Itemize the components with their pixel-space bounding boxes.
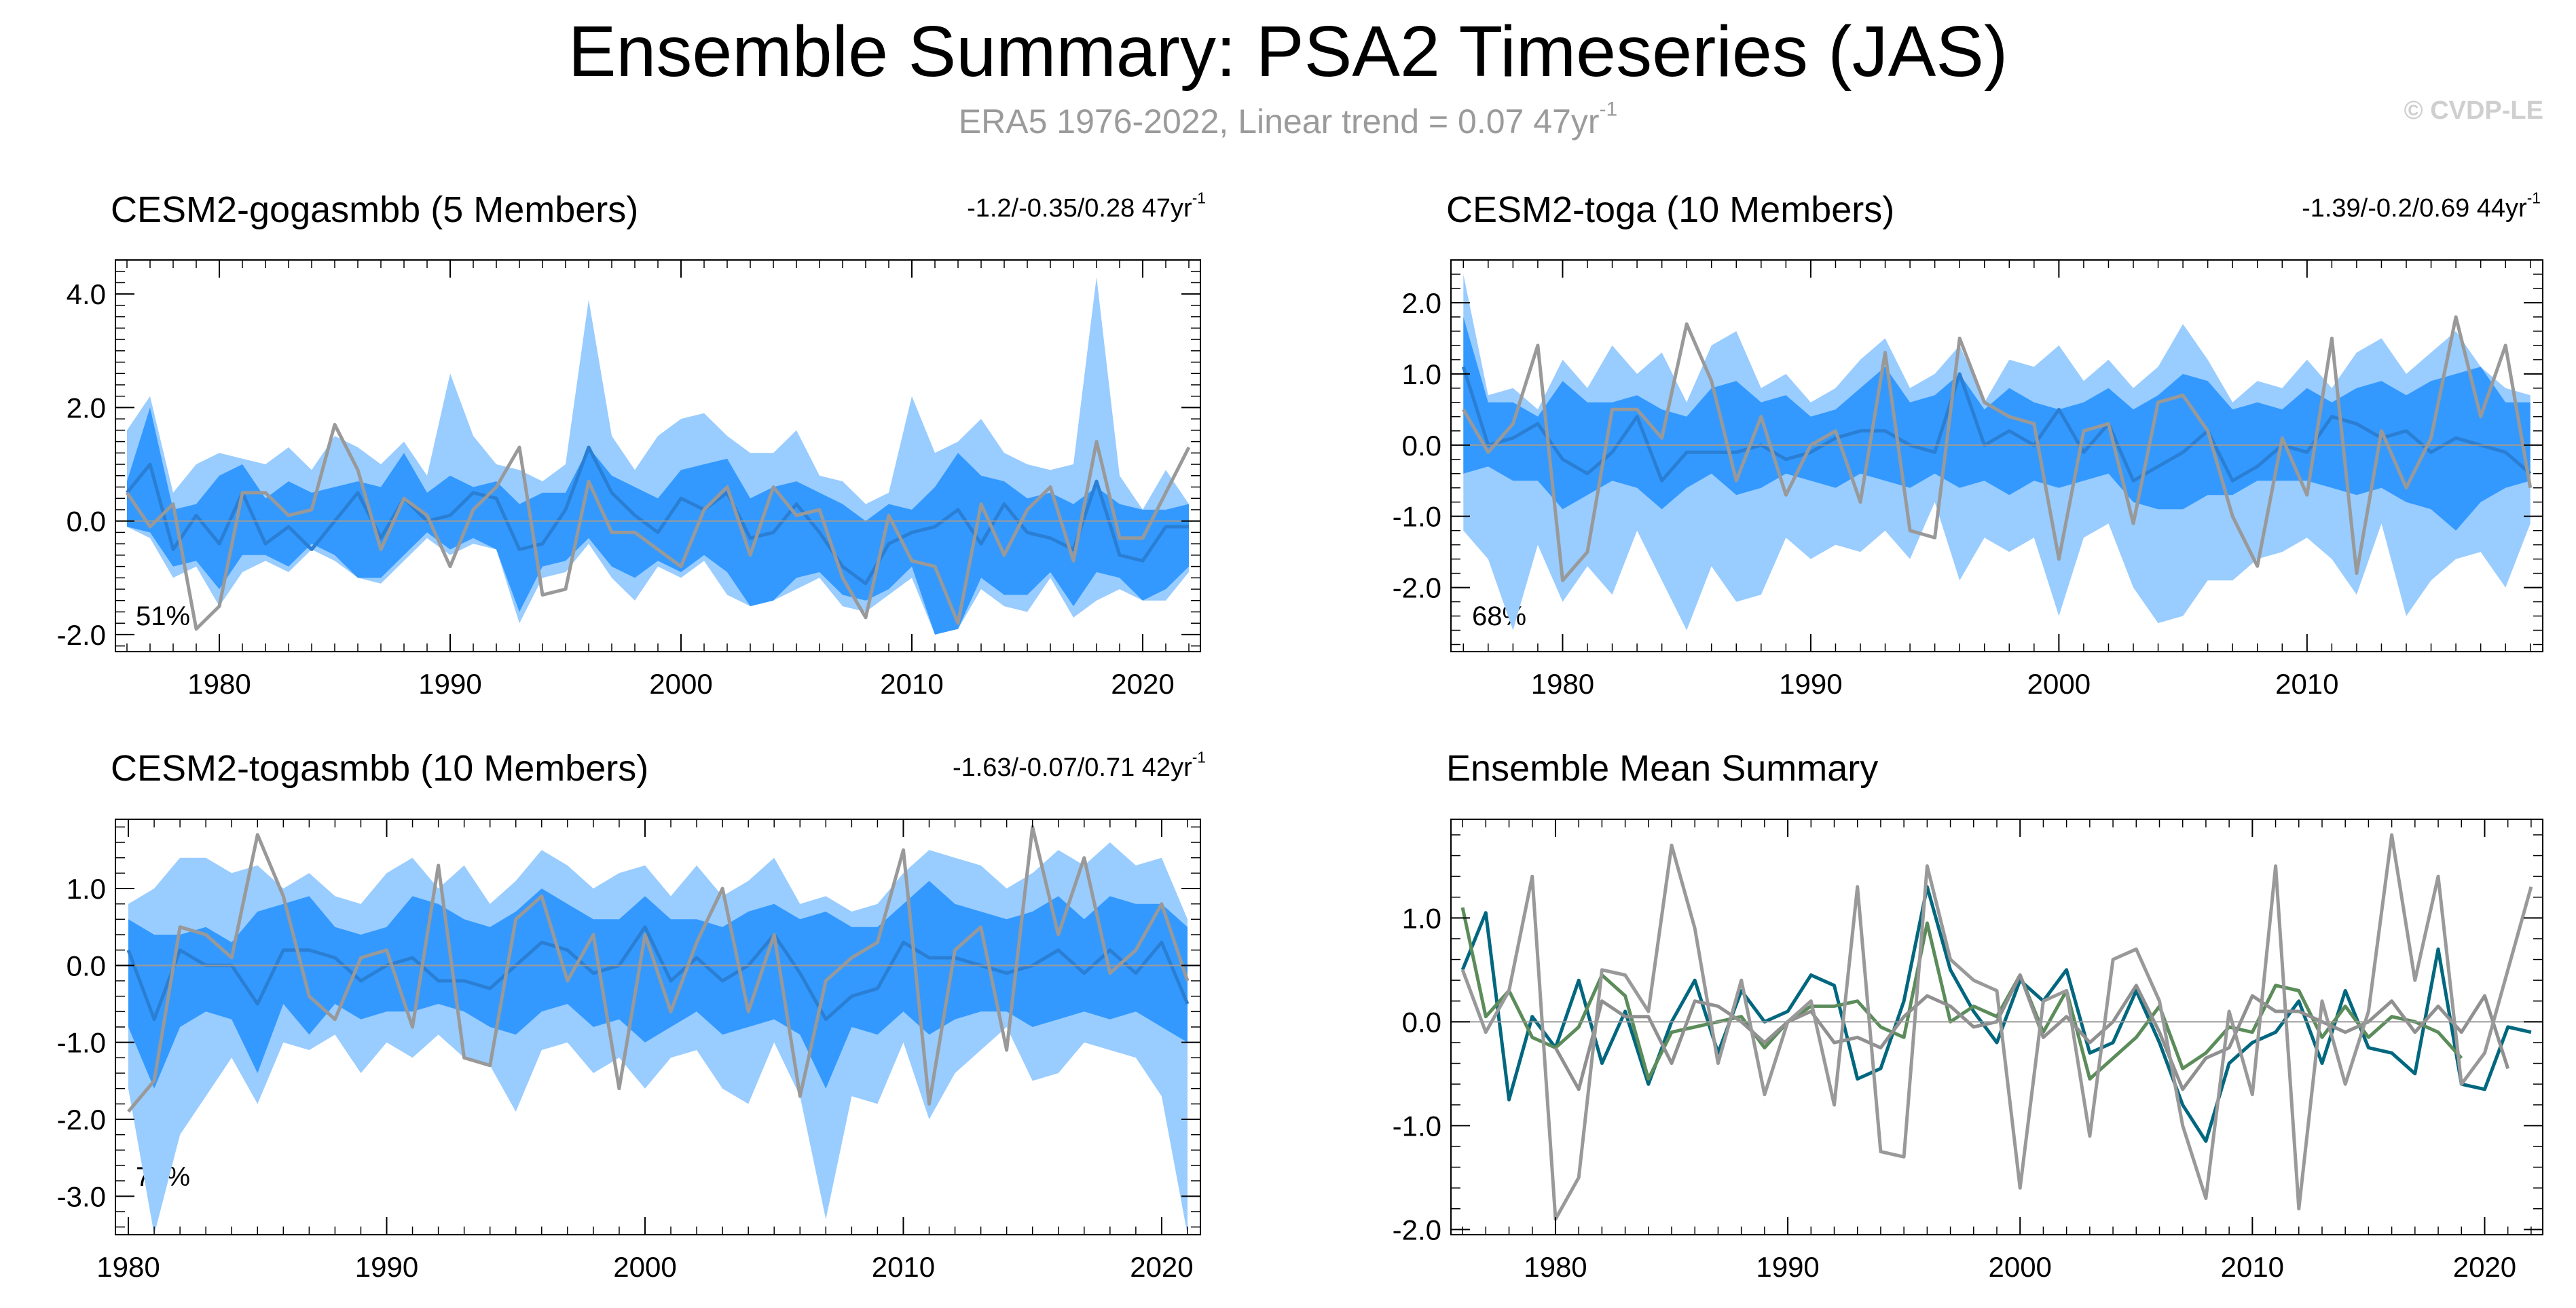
y-tick-label-0: -2.0	[57, 619, 106, 651]
subtitle: ERA5 1976-2022, Linear trend = 0.07 47yr…	[0, 99, 2576, 141]
y-tick-label-2: 0.0	[67, 950, 106, 982]
observations-line-gogasmbb	[125, 423, 1191, 631]
subtitle-exponent: -1	[1599, 98, 1618, 121]
outer-spread-band-togasmbb	[128, 842, 1188, 1235]
panel-stats-togasmbb-text: -1.63/-0.07/0.71 42yr	[952, 753, 1192, 782]
x-tick-label-0: 2010	[880, 668, 943, 700]
y-tick-label-0: 0.0	[67, 506, 106, 538]
x-tick-label-3: 2020	[2453, 1251, 2516, 1283]
ensemble-mean-line-togasmbb	[126, 925, 1190, 1022]
ensemble-mean-line-gogasmbb	[126, 445, 1189, 586]
ensemble-mean-line-toga	[1461, 366, 2532, 483]
panel-stats-toga: -1.39/-0.2/0.69 44yr-1	[2302, 190, 2541, 223]
x-tick-label-2: 2010	[872, 1251, 935, 1283]
x-tick-label-0: 2000	[649, 668, 712, 700]
panel-togasmbb: -3.0 -2.0 -1.0 0.0 1.0 1980 1990 2000 2010 2020	[57, 819, 1201, 1283]
observations-line-togasmbb	[127, 825, 1190, 1113]
inner-spread-band-togasmbb	[128, 880, 1188, 1089]
plot-frame-1	[1450, 259, 2543, 652]
y-tick-label-1: 2.0	[1402, 287, 1441, 319]
x-tick-label-2: 1990	[355, 1251, 418, 1283]
plot-area-3	[1460, 833, 2533, 1221]
plot-area-0	[115, 277, 1200, 635]
panel-stats-toga-exponent: -1	[2526, 189, 2541, 207]
panel-stats-gogasmbb-exponent: -1	[1192, 189, 1206, 207]
y-tick-label-3: -1.0	[1393, 1110, 1441, 1142]
x-tick-label-3: 2010	[2221, 1251, 2284, 1283]
series-line-gogasmbb	[1460, 885, 2532, 1143]
series-line-toga	[1460, 907, 2463, 1081]
x-tick-label-2: 2020	[1130, 1251, 1193, 1283]
x-tick-label-0: 1980	[187, 668, 251, 700]
panel-gogasmbb: -2.0 0.0 2.0 4.0 1980 1990 2000 2010 2020	[57, 259, 1201, 700]
x-tick-label-1: 1980	[1531, 668, 1594, 700]
y-tick-label-2: -1.0	[57, 1027, 106, 1059]
y-tick-label-0: 2.0	[67, 392, 106, 424]
y-tick-label-1: 1.0	[1402, 358, 1441, 390]
x-tick-label-0: 1990	[418, 668, 481, 700]
panel-stats-toga-text: -1.39/-0.2/0.69 44yr	[2302, 194, 2527, 223]
y-tick-label-2: -3.0	[57, 1180, 106, 1212]
main-title: Ensemble Summary: PSA2 Timeseries (JAS)	[568, 12, 2008, 92]
panel-title-ensemble-mean: Ensemble Mean Summary	[1446, 748, 1879, 789]
y-tick-label-2: -2.0	[57, 1104, 106, 1136]
subtitle-text: ERA5 1976-2022, Linear trend = 0.07 47yr	[958, 102, 1600, 141]
x-tick-label-3: 1980	[1524, 1251, 1587, 1283]
observations-line-toga	[1462, 315, 2533, 582]
panel-title-togasmbb: CESM2-togasmbb (10 Members)	[111, 748, 649, 789]
x-tick-label-2: 2000	[613, 1251, 676, 1283]
y-tick-label-1: 0.0	[1402, 430, 1441, 462]
panel-toga: -2.0 -1.0 0.0 1.0 2.0 1980 1990 2000 2010	[1393, 259, 2543, 700]
y-tick-label-0: 4.0	[67, 278, 106, 310]
panel-stats-togasmbb-exponent: -1	[1192, 748, 1206, 766]
panel-stats-gogasmbb: -1.2/-0.35/0.28 47yr-1	[967, 190, 1206, 223]
panel-title-gogasmbb: CESM2-gogasmbb (5 Members)	[111, 189, 639, 230]
y-tick-label-1: -1.0	[1393, 501, 1441, 533]
y-tick-label-3: -2.0	[1393, 1214, 1441, 1246]
y-tick-label-2: 1.0	[67, 873, 106, 905]
panel-title-toga: CESM2-toga (10 Members)	[1446, 189, 1895, 230]
x-tick-label-1: 2000	[2027, 668, 2091, 700]
y-tick-label-3: 0.0	[1402, 1006, 1441, 1038]
panel-percent-gogasmbb: 51%	[136, 601, 191, 631]
panel-stats-togasmbb: -1.63/-0.07/0.71 42yr-1	[952, 749, 1206, 782]
series-line-obs	[1460, 833, 2533, 1221]
y-tick-label-3: 1.0	[1402, 902, 1441, 934]
panel-stats-gogasmbb-text: -1.2/-0.35/0.28 47yr	[967, 194, 1192, 223]
panel-ensemble-mean: -2.0 -1.0 0.0 1.0 1980 1990 2000 2010 2020	[1393, 819, 2543, 1283]
x-tick-label-2: 1980	[96, 1251, 160, 1283]
x-tick-label-1: 2010	[2275, 668, 2338, 700]
x-tick-label-0: 2020	[1111, 668, 1174, 700]
x-tick-label-3: 2000	[1988, 1251, 2051, 1283]
plot-area-2	[115, 825, 1200, 1235]
credit-label: © CVDP-LE	[2404, 96, 2543, 125]
y-tick-label-1: -2.0	[1393, 572, 1441, 604]
plot-area-1	[1451, 274, 2543, 631]
x-tick-label-1: 1990	[1779, 668, 1842, 700]
inner-spread-band-toga	[1463, 316, 2531, 531]
series-line-togasmbb	[1553, 973, 2510, 1091]
x-tick-label-3: 1990	[1756, 1251, 1819, 1283]
